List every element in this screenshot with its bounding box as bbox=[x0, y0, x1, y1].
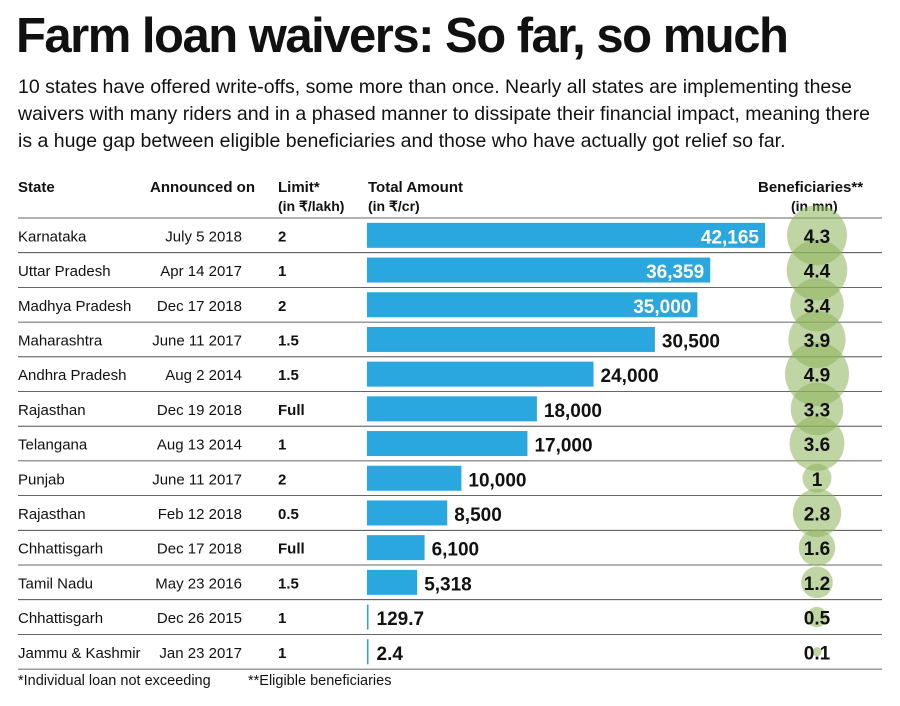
limit-value: 2 bbox=[278, 298, 286, 315]
beneficiary-label: 1.6 bbox=[804, 539, 830, 560]
state-label: Telangana bbox=[18, 437, 88, 454]
amount-data-label: 36,359 bbox=[646, 262, 704, 283]
beneficiary-circle bbox=[801, 566, 833, 599]
state-label: Chhattisgarh bbox=[18, 541, 103, 558]
amount-bar bbox=[367, 500, 448, 526]
announced-date: June 11 2017 bbox=[152, 471, 242, 488]
announced-date: Dec 19 2018 bbox=[157, 402, 242, 419]
amount-bar bbox=[367, 535, 425, 561]
amount-bar bbox=[367, 257, 711, 283]
amount-bar bbox=[367, 431, 528, 457]
announced-date: Jan 23 2017 bbox=[159, 645, 242, 662]
amount-bar bbox=[367, 569, 418, 595]
announced-date: July 5 2018 bbox=[165, 228, 242, 245]
beneficiary-circle bbox=[806, 606, 828, 628]
chart-subtitle: 10 states have offered write-offs, some … bbox=[18, 76, 870, 152]
beneficiary-label: 1.2 bbox=[804, 574, 830, 595]
state-label: Karnataka bbox=[18, 228, 87, 245]
header-state: State bbox=[18, 179, 55, 196]
beneficiary-label: 3.4 bbox=[804, 296, 831, 317]
beneficiary-circle bbox=[798, 529, 836, 566]
announced-date: Dec 17 2018 bbox=[157, 541, 242, 558]
announced-date: Dec 26 2015 bbox=[157, 610, 242, 627]
limit-value: 0.5 bbox=[278, 506, 299, 523]
amount-data-label: 30,500 bbox=[662, 331, 720, 352]
header-amount-label: Total Amount bbox=[368, 179, 463, 196]
limit-value: 1 bbox=[278, 263, 286, 280]
beneficiary-label: 1 bbox=[812, 470, 823, 491]
state-label: Uttar Pradesh bbox=[18, 263, 111, 280]
announced-date: Aug 13 2014 bbox=[157, 437, 242, 454]
announced-date: Apr 14 2017 bbox=[160, 263, 242, 280]
amount-data-label: 24,000 bbox=[601, 366, 659, 387]
announced-date: Aug 2 2014 bbox=[165, 367, 242, 384]
beneficiary-circle bbox=[802, 463, 832, 493]
header-announced: Announced on bbox=[150, 179, 255, 196]
beneficiary-label: 4.3 bbox=[804, 227, 830, 248]
limit-value: 2 bbox=[278, 471, 286, 488]
amount-data-label: 10,000 bbox=[468, 470, 526, 491]
beneficiary-label: 3.9 bbox=[804, 331, 830, 352]
amount-data-label: 18,000 bbox=[544, 401, 602, 422]
amount-bar bbox=[367, 465, 462, 491]
header-amount-unit: (in ₹/cr) bbox=[368, 198, 420, 214]
amount-data-label: 42,165 bbox=[701, 227, 760, 248]
header-limit-label: Limit* bbox=[278, 179, 320, 196]
state-label: Punjab bbox=[18, 471, 65, 488]
state-label: Chhattisgarh bbox=[18, 610, 103, 627]
state-label: Rajasthan bbox=[18, 402, 86, 419]
beneficiary-label: 3.6 bbox=[804, 435, 830, 456]
header-beneficiaries-label: Beneficiaries** bbox=[758, 179, 864, 196]
state-label: Jammu & Kashmir bbox=[18, 645, 141, 662]
state-label: Andhra Pradesh bbox=[18, 367, 126, 384]
beneficiary-label: 3.3 bbox=[804, 400, 830, 421]
amount-bar bbox=[367, 639, 369, 665]
limit-value: 1 bbox=[278, 610, 286, 627]
limit-value: 1.5 bbox=[278, 575, 299, 592]
amount-bar bbox=[367, 292, 698, 318]
announced-date: June 11 2017 bbox=[152, 332, 242, 349]
footnote-limit: *Individual loan not exceeding bbox=[18, 673, 211, 689]
beneficiary-circle bbox=[812, 647, 822, 657]
header-limit-unit: (in ₹/lakh) bbox=[278, 198, 345, 214]
amount-bar bbox=[367, 326, 655, 352]
amount-data-label: 17,000 bbox=[534, 436, 592, 457]
state-label: Tamil Nadu bbox=[18, 575, 93, 592]
beneficiary-label: 4.4 bbox=[804, 262, 831, 283]
amount-data-label: 129.7 bbox=[377, 609, 425, 630]
limit-value: Full bbox=[278, 541, 305, 558]
limit-value: 1.5 bbox=[278, 367, 299, 384]
limit-value: 1.5 bbox=[278, 332, 299, 349]
announced-date: Feb 12 2018 bbox=[158, 506, 242, 523]
amount-data-label: 5,318 bbox=[424, 574, 472, 595]
state-label: Madhya Pradesh bbox=[18, 298, 131, 315]
beneficiary-label: 2.8 bbox=[804, 504, 830, 525]
header-amount: Total Amount (in ₹/cr) bbox=[368, 178, 463, 216]
announced-date: Dec 17 2018 bbox=[157, 298, 242, 315]
amount-data-label: 35,000 bbox=[633, 297, 691, 318]
amount-bar bbox=[367, 222, 765, 248]
amount-bar bbox=[367, 604, 369, 630]
limit-value: 1 bbox=[278, 437, 286, 454]
header-limit: Limit* (in ₹/lakh) bbox=[278, 178, 344, 216]
amount-bar bbox=[367, 361, 594, 387]
beneficiary-label: 0.1 bbox=[804, 643, 831, 664]
state-label: Maharashtra bbox=[18, 332, 103, 349]
beneficiary-circle bbox=[789, 416, 845, 471]
amount-bar bbox=[367, 396, 537, 422]
amount-data-label: 8,500 bbox=[454, 505, 502, 526]
amount-data-label: 2.4 bbox=[377, 644, 404, 665]
announced-date: May 23 2016 bbox=[155, 575, 242, 592]
footnote-beneficiaries: **Eligible beneficiaries bbox=[248, 673, 392, 689]
amount-data-label: 6,100 bbox=[432, 540, 480, 561]
beneficiary-label: 4.9 bbox=[804, 366, 830, 387]
limit-value: 2 bbox=[278, 228, 286, 245]
beneficiary-label: 0.5 bbox=[804, 609, 831, 630]
state-label: Rajasthan bbox=[18, 506, 86, 523]
chart-title: Farm loan waivers: So far, so much bbox=[16, 9, 789, 63]
beneficiary-circle bbox=[792, 488, 842, 538]
limit-value: Full bbox=[278, 402, 305, 419]
limit-value: 1 bbox=[278, 645, 286, 662]
